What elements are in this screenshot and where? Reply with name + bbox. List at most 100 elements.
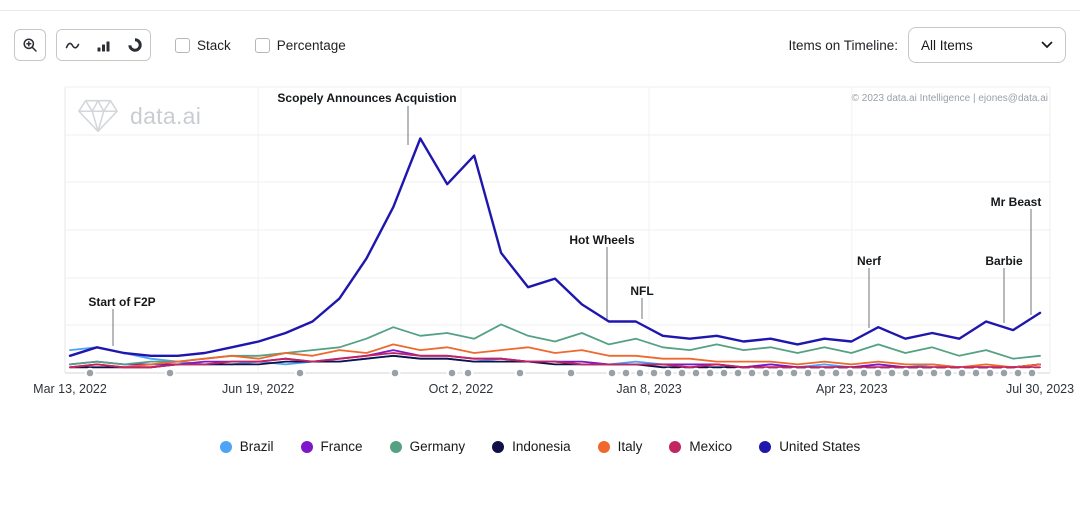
timeline-marker[interactable] [746, 367, 758, 379]
chart-toolbar: Stack Percentage Items on Timeline: All … [14, 27, 1066, 63]
timeline-marker[interactable] [984, 367, 996, 379]
legend-label: Brazil [239, 439, 274, 454]
chart-annotation: NFL [630, 284, 654, 298]
timeline-marker[interactable] [956, 367, 968, 379]
timeline-marker[interactable] [676, 367, 688, 379]
series-line-italy[interactable] [69, 343, 1041, 369]
timeline-marker[interactable] [914, 367, 926, 379]
timeline-chart: data.ai © 2023 data.ai Intelligence | ej… [0, 85, 1080, 405]
legend-item-indonesia[interactable]: Indonesia [492, 439, 571, 454]
watermark-text: data.ai [130, 102, 202, 129]
legend-item-united-states[interactable]: United States [759, 439, 860, 454]
data-ai-logo-icon [78, 99, 118, 133]
timeline-marker[interactable] [294, 367, 306, 379]
legend-color-dot [389, 440, 402, 453]
chart-annotation: Scopely Announces Acquistion [277, 91, 457, 105]
legend-item-france[interactable]: France [300, 439, 363, 454]
timeline-marker[interactable] [648, 367, 660, 379]
chart-annotation: Hot Wheels [569, 233, 635, 247]
top-divider [0, 10, 1080, 11]
annotation-lines [112, 106, 1032, 346]
legend-label: Italy [617, 439, 643, 454]
timeline-marker[interactable] [900, 367, 912, 379]
timeline-marker[interactable] [514, 367, 526, 379]
stack-checkbox-row[interactable]: Stack [175, 37, 231, 53]
timeline-marker[interactable] [816, 367, 828, 379]
timeline-marker[interactable] [942, 367, 954, 379]
chart-annotation: Nerf [856, 254, 882, 268]
timeline-marker[interactable] [774, 367, 786, 379]
stack-checkbox[interactable] [175, 37, 190, 53]
timeline-marker[interactable] [164, 367, 176, 379]
legend-item-brazil[interactable]: Brazil [219, 439, 274, 454]
legend-item-germany[interactable]: Germany [389, 439, 466, 454]
timeline-marker[interactable] [830, 367, 842, 379]
legend-label: United States [779, 439, 861, 454]
timeline-marker[interactable] [858, 367, 870, 379]
timeline-marker[interactable] [620, 367, 632, 379]
series-line-united-states[interactable] [68, 137, 1042, 357]
legend-item-italy[interactable]: Italy [597, 439, 643, 454]
timeline-marker[interactable] [704, 367, 716, 379]
timeline-marker[interactable] [662, 367, 674, 379]
legend-color-dot [759, 440, 772, 453]
legend-label: France [320, 439, 363, 454]
legend-item-mexico[interactable]: Mexico [669, 439, 732, 454]
legend-color-dot [492, 440, 505, 453]
x-axis-tick-label: Jun 19, 2022 [222, 382, 295, 396]
percentage-checkbox[interactable] [254, 37, 270, 53]
timeline-marker[interactable] [970, 367, 982, 379]
timeline-marker[interactable] [760, 367, 772, 379]
items-on-timeline-select[interactable]: All Items [908, 27, 1066, 63]
timeline-marker[interactable] [872, 367, 884, 379]
donut-chart-type-button[interactable] [119, 30, 150, 60]
timeline-marker[interactable] [690, 367, 702, 379]
timeline-marker[interactable] [634, 367, 646, 379]
timeline-marker[interactable] [1026, 367, 1038, 379]
copyright-note: © 2023 data.ai Intelligence | ejones@dat… [851, 93, 1048, 104]
bar-chart-icon [97, 41, 110, 51]
items-on-timeline-value: All Items [921, 37, 973, 53]
timeline-marker[interactable] [802, 367, 814, 379]
line-chart-icon [65, 42, 80, 49]
timeline-marker[interactable] [84, 367, 96, 379]
legend-color-dot [300, 440, 313, 453]
chevron-down-icon [1041, 41, 1053, 49]
gridlines [64, 86, 1051, 374]
timeline-marker[interactable] [606, 367, 618, 379]
zoom-button[interactable] [14, 29, 46, 61]
timeline-marker[interactable] [462, 367, 474, 379]
legend-label: Indonesia [512, 439, 571, 454]
timeline-marker[interactable] [718, 367, 730, 379]
data-ai-watermark: data.ai [76, 97, 201, 135]
timeline-marker[interactable] [886, 367, 898, 379]
x-axis-tick-label: Apr 23, 2023 [816, 382, 888, 396]
line-chart-type-button[interactable] [57, 30, 88, 60]
timeline-markers [84, 367, 1038, 379]
timeline-marker[interactable] [928, 367, 940, 379]
chart-annotation: Barbie [985, 254, 1023, 268]
series-line-mexico[interactable] [69, 352, 1041, 369]
percentage-checkbox-row[interactable]: Percentage [254, 37, 346, 53]
legend-color-dot [669, 440, 682, 453]
x-axis-tick-label: Jul 30, 2023 [1005, 382, 1075, 396]
timeline-marker[interactable] [446, 367, 458, 379]
timeline-marker[interactable] [788, 367, 800, 379]
timeline-marker[interactable] [565, 367, 577, 379]
percentage-checkbox-label: Percentage [276, 37, 346, 53]
chart-canvas [64, 86, 1051, 379]
bar-chart-type-button[interactable] [88, 30, 119, 60]
timeline-marker[interactable] [732, 367, 744, 379]
x-axis-tick-label: Mar 13, 2022 [33, 382, 107, 396]
stack-checkbox-label: Stack [197, 37, 231, 53]
timeline-marker[interactable] [1012, 367, 1024, 379]
timeline-marker[interactable] [844, 367, 856, 379]
timeline-marker[interactable] [389, 367, 401, 379]
magnifier-plus-icon [23, 38, 37, 52]
chart-type-switcher [56, 29, 151, 61]
timeline-marker[interactable] [998, 367, 1010, 379]
chart-annotation: Mr Beast [990, 195, 1042, 209]
items-on-timeline-label: Items on Timeline: [788, 37, 898, 53]
legend-label: Germany [409, 439, 466, 454]
chart-legend: Brazil France Germany Indonesia Italy Mexico U… [0, 439, 1080, 454]
